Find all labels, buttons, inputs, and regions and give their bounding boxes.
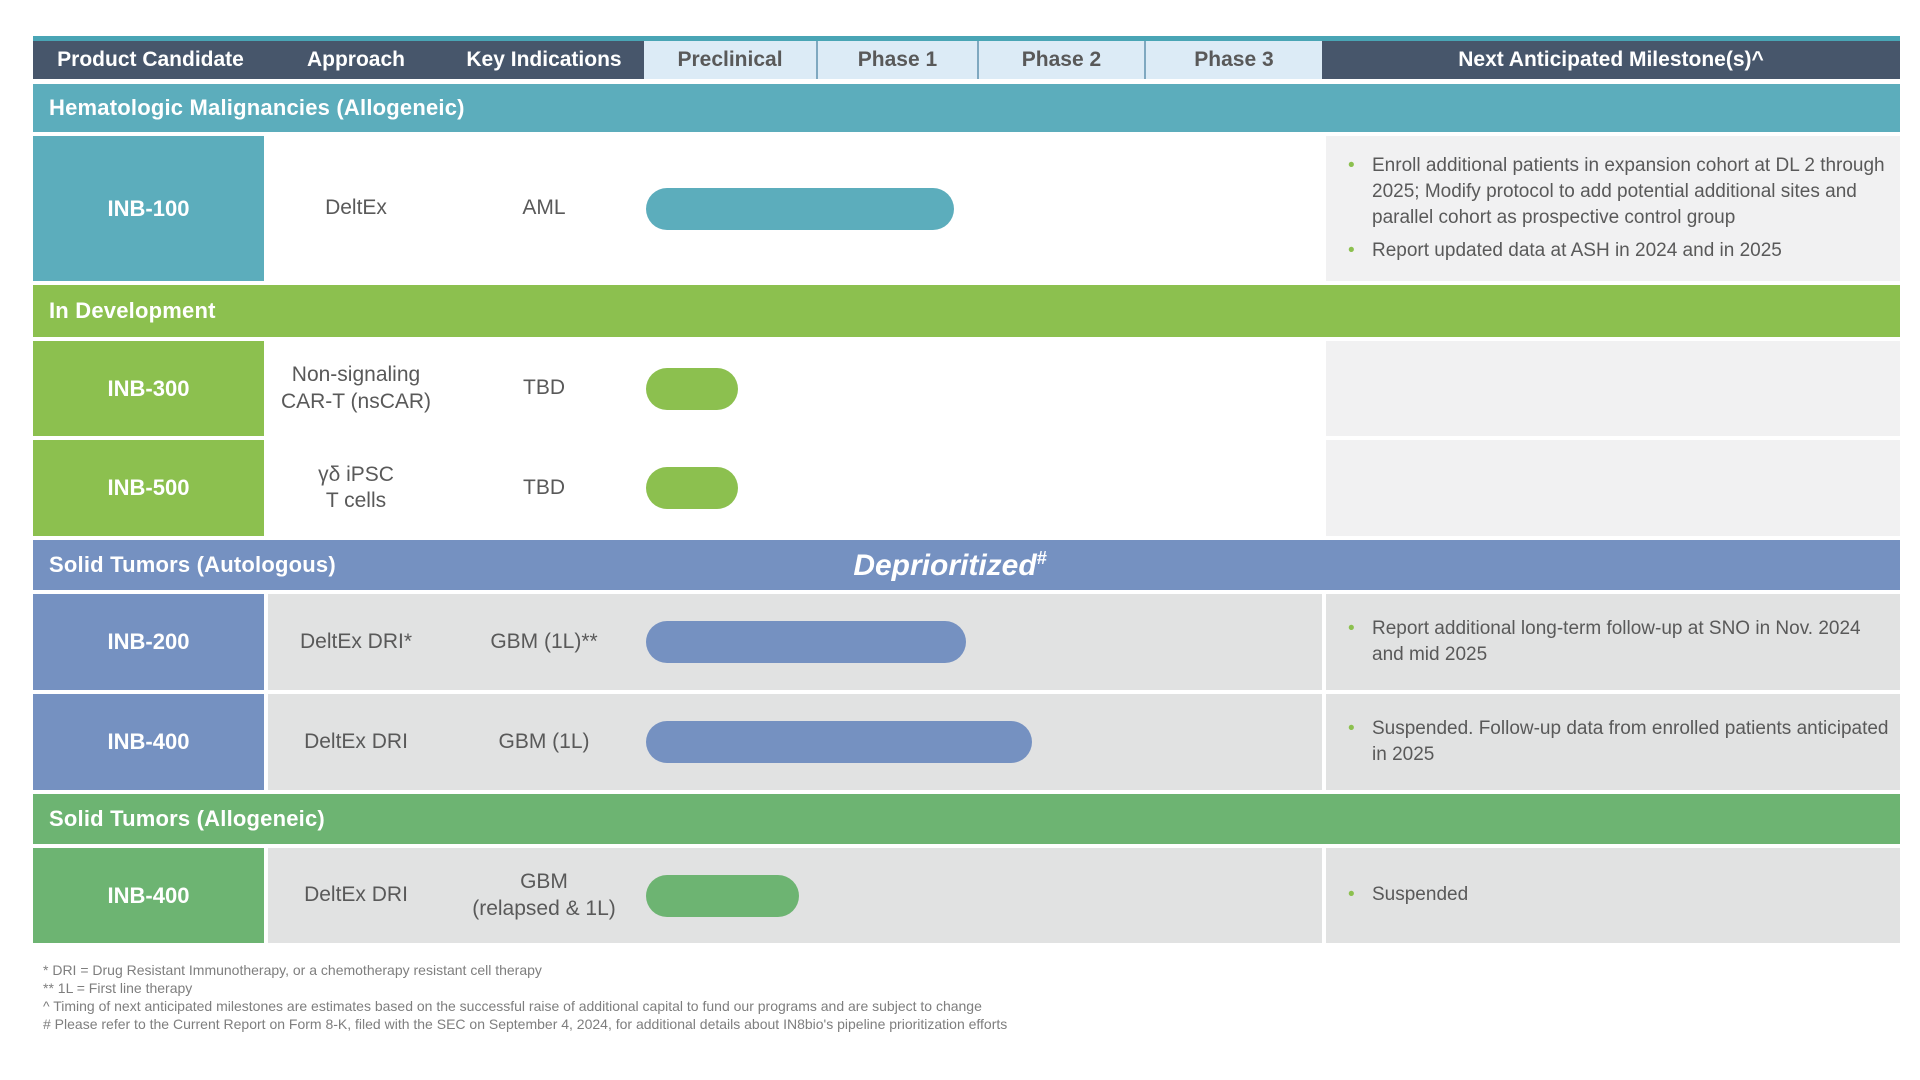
phase-track bbox=[644, 694, 1322, 790]
header-phase-preclinical: Preclinical bbox=[644, 41, 816, 79]
product-cell: INB-500 bbox=[33, 440, 268, 536]
header-key-indications: Key Indications bbox=[444, 41, 644, 79]
indication-cell: TBD bbox=[523, 376, 565, 400]
product-cell: INB-100 bbox=[33, 136, 268, 281]
header-row: Product Candidate Approach Key Indicatio… bbox=[33, 41, 1900, 79]
milestone-list: Report additional long-term follow-up at… bbox=[1326, 601, 1900, 683]
milestone-list: Suspended. Follow-up data from enrolled … bbox=[1326, 701, 1900, 783]
approach-cell: DeltEx bbox=[325, 196, 387, 220]
section-header-hematologic: Hematologic Malignancies (Allogeneic) bbox=[33, 84, 1900, 132]
approach-cell: Non-signaling CAR-T (nsCAR) bbox=[280, 363, 432, 413]
progress-bar bbox=[646, 367, 738, 410]
phase-track bbox=[644, 341, 1322, 436]
footnote-line: * DRI = Drug Resistant Immunotherapy, or… bbox=[43, 962, 542, 978]
section-title: Solid Tumors (Autologous) bbox=[49, 552, 336, 577]
header-next-milestones: Next Anticipated Milestone(s)^ bbox=[1322, 41, 1900, 79]
milestone-item: Suspended. Follow-up data from enrolled … bbox=[1346, 716, 1892, 768]
section-title: Solid Tumors (Allogeneic) bbox=[49, 806, 325, 831]
indication-cell: AML bbox=[522, 196, 566, 220]
pipeline-table: Product Candidate Approach Key Indicatio… bbox=[33, 36, 1900, 1033]
phase-track bbox=[644, 136, 1322, 281]
progress-bar bbox=[646, 467, 738, 509]
phase-track bbox=[644, 594, 1322, 690]
table-row-inb-400-autologous: INB-400 DeltEx DRI GBM (1L) Suspended. F… bbox=[33, 694, 1900, 790]
header-phase-3: Phase 3 bbox=[1144, 41, 1322, 79]
milestone-list: Suspended bbox=[1326, 867, 1476, 923]
indication-cell: GBM (relapsed & 1L) bbox=[444, 848, 644, 943]
header-phase-1: Phase 1 bbox=[816, 41, 977, 79]
header-approach: Approach bbox=[268, 41, 444, 79]
product-cell: INB-400 bbox=[33, 848, 268, 943]
section-header-solid-tumors-autologous: Solid Tumors (Autologous) Deprioritized# bbox=[33, 540, 1900, 590]
section-header-in-development: In Development bbox=[33, 285, 1900, 337]
section-title: In Development bbox=[49, 298, 216, 323]
milestone-item: Suspended bbox=[1346, 882, 1468, 908]
table-row-inb-500: INB-500 γδ iPSC T cells TBD bbox=[33, 440, 1900, 536]
footnote-line: ^ Timing of next anticipated milestones … bbox=[43, 998, 982, 1014]
footnote-line: ** 1L = First line therapy bbox=[43, 980, 193, 996]
milestone-list: Enroll additional patients in expansion … bbox=[1326, 138, 1900, 280]
section-title: Hematologic Malignancies (Allogeneic) bbox=[49, 95, 465, 120]
milestone-item: Report updated data at ASH in 2024 and i… bbox=[1346, 238, 1892, 264]
progress-bar bbox=[646, 721, 1032, 763]
progress-bar bbox=[646, 621, 966, 663]
table-row-inb-300: INB-300 Non-signaling CAR-T (nsCAR) TBD bbox=[33, 341, 1900, 436]
footnotes: * DRI = Drug Resistant Immunotherapy, or… bbox=[43, 961, 1900, 1033]
indication-cell: TBD bbox=[523, 475, 565, 499]
product-cell: INB-200 bbox=[33, 594, 268, 690]
deprioritized-text: Deprioritized bbox=[853, 548, 1037, 582]
milestone-cell bbox=[1322, 440, 1900, 536]
progress-bar bbox=[646, 874, 799, 917]
milestone-cell: Enroll additional patients in expansion … bbox=[1322, 136, 1900, 281]
deprioritized-label: Deprioritized# bbox=[611, 548, 1289, 583]
table-row-inb-200: INB-200 DeltEx DRI* GBM (1L)** Report ad… bbox=[33, 594, 1900, 690]
header-product-candidate: Product Candidate bbox=[33, 41, 268, 79]
deprioritized-footmark: # bbox=[1036, 547, 1047, 568]
milestone-cell: Suspended bbox=[1322, 848, 1900, 943]
progress-bar bbox=[646, 187, 954, 230]
table-row-inb-100: INB-100 DeltEx AML Enroll additional pat… bbox=[33, 136, 1900, 281]
footnote-line: # Please refer to the Current Report on … bbox=[43, 1016, 1008, 1032]
approach-cell: DeltEx DRI bbox=[268, 848, 444, 943]
table-row-inb-400-allogeneic: INB-400 DeltEx DRI GBM (relapsed & 1L) S… bbox=[33, 848, 1900, 943]
product-cell: INB-300 bbox=[33, 341, 268, 436]
milestone-cell: Suspended. Follow-up data from enrolled … bbox=[1322, 694, 1900, 790]
table-top-border bbox=[33, 36, 1900, 41]
approach-cell: γδ iPSC T cells bbox=[318, 462, 394, 512]
milestone-cell bbox=[1322, 341, 1900, 436]
indication-cell: GBM (1L)** bbox=[444, 594, 644, 690]
milestone-item: Report additional long-term follow-up at… bbox=[1346, 616, 1892, 668]
phase-track bbox=[644, 848, 1322, 943]
product-cell: INB-400 bbox=[33, 694, 268, 790]
header-phase-2: Phase 2 bbox=[977, 41, 1144, 79]
approach-cell: DeltEx DRI* bbox=[268, 594, 444, 690]
milestone-item: Enroll additional patients in expansion … bbox=[1346, 153, 1892, 232]
indication-cell: GBM (1L) bbox=[444, 694, 644, 790]
section-header-solid-tumors-allogeneic: Solid Tumors (Allogeneic) bbox=[33, 794, 1900, 844]
phase-track bbox=[644, 440, 1322, 536]
approach-cell: DeltEx DRI bbox=[268, 694, 444, 790]
milestone-cell: Report additional long-term follow-up at… bbox=[1322, 594, 1900, 690]
